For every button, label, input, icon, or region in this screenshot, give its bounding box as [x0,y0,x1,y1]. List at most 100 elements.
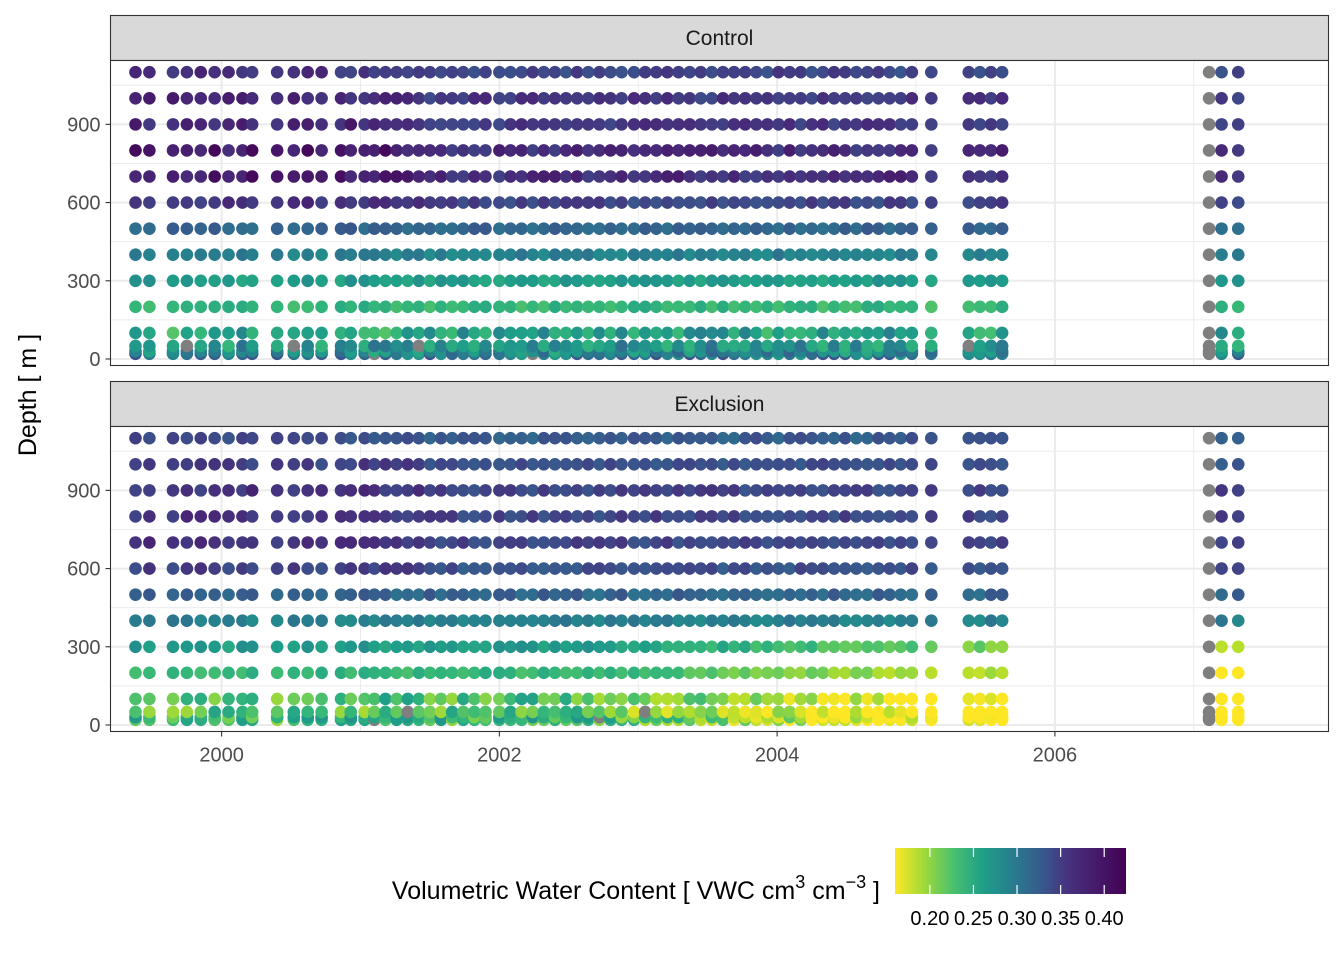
data-point [515,340,528,353]
data-point [271,196,284,209]
data-point [504,706,517,719]
data-point [143,536,156,549]
data-point [806,510,819,523]
data-point [271,693,284,706]
data-point [479,562,492,575]
data-point [661,327,674,340]
data-point [806,706,819,719]
data-point [222,693,235,706]
data-point [761,536,774,549]
data-point [817,144,830,157]
data-point [850,196,863,209]
data-point [761,706,774,719]
data-point [706,432,719,445]
data-point [806,536,819,549]
data-point [828,196,841,209]
data-point [181,706,194,719]
data-point [1215,301,1228,314]
data-point [750,510,763,523]
data-point [526,562,539,575]
data-point [368,118,381,131]
data-point [806,484,819,497]
data-point [974,432,987,445]
data-point [772,144,785,157]
data-point [413,248,426,261]
data-point [194,562,207,575]
data-point [457,92,470,105]
data-point [526,536,539,549]
data-point [167,706,180,719]
data-point [222,432,235,445]
data-point [167,340,180,353]
data-point [672,340,685,353]
data-point [850,667,863,680]
data-point [504,144,517,157]
data-point [783,222,796,235]
data-point [761,327,774,340]
data-point [661,248,674,261]
data-point [288,327,301,340]
data-point [761,614,774,627]
data-point [560,614,573,627]
data-point [883,562,896,575]
data-point [772,667,785,680]
data-point [1232,640,1245,653]
data-point [271,536,284,549]
data-point [996,196,1009,209]
data-point [246,248,259,261]
x-tick-label: 2000 [199,745,244,767]
data-point [181,92,194,105]
data-point [468,693,481,706]
data-point [761,274,774,287]
data-point [694,248,707,261]
data-point [549,562,562,575]
data-point [850,536,863,549]
data-point [794,248,807,261]
data-point [446,484,459,497]
data-point [761,432,774,445]
data-point [222,458,235,471]
data-point [143,588,156,601]
data-point [167,248,180,261]
data-point [1215,562,1228,575]
data-point [883,196,896,209]
data-point [301,274,314,287]
data-point [906,301,919,314]
data-point [672,614,685,627]
data-point [985,510,998,523]
data-point [717,222,730,235]
data-point [974,588,987,601]
data-point [628,301,641,314]
data-point [424,196,437,209]
data-point [479,274,492,287]
data-point [504,667,517,680]
data-point [315,510,328,523]
data-point [750,614,763,627]
data-point [468,588,481,601]
data-point [861,484,874,497]
data-point [996,92,1009,105]
data-point [457,458,470,471]
data-point [706,118,719,131]
data-point [839,706,852,719]
data-point [479,536,492,549]
data-point [996,118,1009,131]
data-point [344,66,357,79]
data-point [1215,458,1228,471]
data-point [739,274,752,287]
data-point [457,340,470,353]
data-point [728,66,741,79]
data-point [974,301,987,314]
data-point [194,118,207,131]
data-point [772,706,785,719]
data-point [661,432,674,445]
data-point [446,667,459,680]
data-point [538,274,551,287]
data-point [639,144,652,157]
data-point [390,274,403,287]
data-point [315,92,328,105]
data-point [872,693,885,706]
data-point [368,432,381,445]
data-point [717,484,730,497]
data-point [143,327,156,340]
